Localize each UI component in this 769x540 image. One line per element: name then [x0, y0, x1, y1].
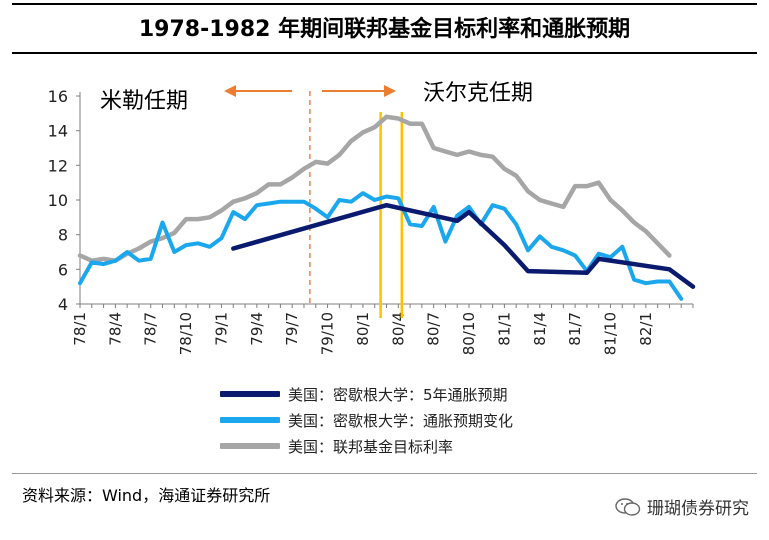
- watermark-text: 珊瑚债券研究: [647, 499, 749, 519]
- x-tick-label: 80/1: [354, 312, 372, 346]
- annotation-layer: 米勒任期 沃尔克任期: [100, 81, 533, 114]
- y-tick-label: 14: [48, 122, 68, 141]
- title-bottom-rule: [12, 52, 757, 54]
- wechat-icon: [615, 497, 641, 516]
- x-tick-label: 79/7: [283, 312, 301, 346]
- reference-lines: [309, 91, 404, 318]
- series-line-0: [231, 202, 696, 289]
- watermark: 珊瑚债券研究: [615, 494, 749, 519]
- legend: 美国：密歇根大学：5年通胀预期 美国：密歇根大学：通胀预期变化 美国：联邦基金目…: [220, 381, 513, 459]
- y-tick-label: 10: [48, 191, 68, 210]
- legend-swatch: [220, 443, 280, 449]
- left-arrow-head: [224, 85, 236, 97]
- title-top-rule: [12, 3, 757, 5]
- legend-label: 美国：密歇根大学：通胀预期变化: [288, 411, 514, 430]
- legend-swatch: [220, 391, 280, 397]
- right-arrow-head: [384, 85, 396, 97]
- x-tick-label: 80/4: [389, 312, 407, 346]
- x-tick-label: 78/4: [106, 312, 124, 346]
- x-tick-label: 80/7: [425, 312, 443, 346]
- legend-item-inflation-change: 美国：密歇根大学：通胀预期变化: [220, 407, 513, 433]
- x-tick-label: 78/7: [142, 312, 160, 346]
- x-tick-label: 82/1: [637, 312, 655, 346]
- x-tick-label: 81/1: [495, 312, 513, 346]
- legend-swatch: [220, 417, 280, 423]
- source-note: 资料来源：Wind，海通证券研究所: [22, 486, 271, 505]
- x-tick-label: 79/10: [319, 312, 337, 355]
- x-tick-label: 81/4: [531, 312, 549, 346]
- x-tick-label: 78/1: [71, 312, 89, 346]
- chart-title: 1978-1982 年期间联邦基金目标利率和通胀预期: [138, 17, 631, 42]
- footer-rule: [12, 473, 757, 474]
- y-tick-label: 4: [58, 295, 68, 314]
- x-tick-label: 81/7: [566, 312, 584, 346]
- legend-item-inflation-5y: 美国：密歇根大学：5年通胀预期: [220, 381, 513, 407]
- series-line-1: [78, 191, 684, 301]
- y-tick-label: 8: [58, 226, 68, 245]
- series-layer: [77, 114, 696, 301]
- legend-label: 美国：密歇根大学：5年通胀预期: [288, 385, 508, 404]
- y-tick-label: 16: [48, 87, 68, 106]
- line-chart: 4 6 8 10 12 14 16 78/1 78/4 78/7 78/10 79/1 79/4 79/7…: [48, 81, 696, 355]
- miller-term-label: 米勒任期: [100, 89, 188, 114]
- volcker-term-label: 沃尔克任期: [423, 81, 533, 106]
- legend-item-fed-funds: 美国：联邦基金目标利率: [220, 433, 513, 459]
- axes-layer: 4 6 8 10 12 14 16 78/1 78/4 78/7 78/10 79/1 79/4 79/7…: [48, 87, 694, 355]
- y-tick-label: 6: [58, 260, 68, 279]
- x-tick-label: 79/4: [248, 312, 266, 346]
- x-tick-label: 79/1: [212, 312, 230, 346]
- x-tick-label: 80/10: [460, 312, 478, 355]
- y-tick-label: 12: [48, 156, 68, 175]
- x-tick-label: 81/10: [601, 312, 619, 355]
- series-line-2: [77, 114, 672, 263]
- x-tick-label: 78/10: [177, 312, 195, 355]
- legend-label: 美国：联邦基金目标利率: [288, 437, 454, 456]
